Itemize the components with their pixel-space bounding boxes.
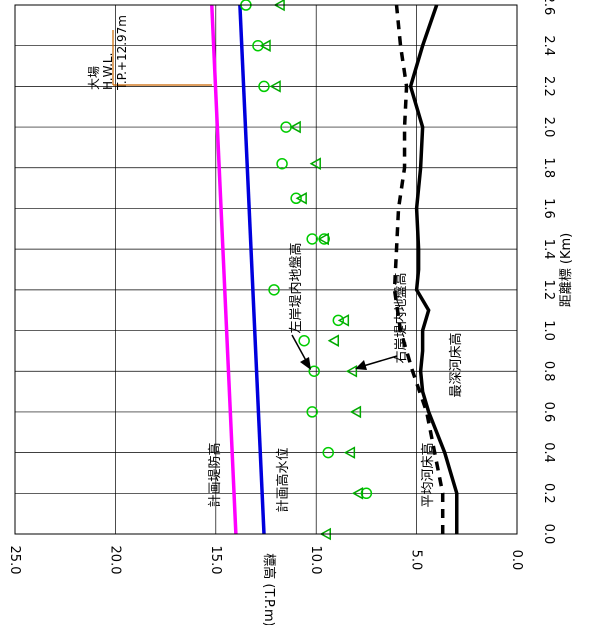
axis-ticks: 0.0 0.2 0.4 0.6 0.8 1.0 1.2 1.4 1.6 1.8 2.0 2.2 2.4 2…: [7, 0, 556, 574]
y-tick-label: 0.0: [509, 550, 524, 571]
y-tick-label: 20.0: [107, 546, 122, 575]
arrow-right-bank: [359, 355, 398, 368]
point-left-bank-ground: [360, 487, 373, 500]
point-left-bank-ground: [268, 284, 280, 296]
point-left-bank-ground: [252, 39, 264, 52]
point-left-bank-ground: [332, 314, 345, 327]
point-right-bank-ground: [343, 446, 356, 459]
point-left-bank-ground: [308, 365, 320, 377]
point-left-bank-ground: [306, 406, 318, 418]
x-tick-label: 0.4: [541, 442, 556, 463]
point-right-bank-ground: [259, 39, 271, 52]
label-planned-high-water-level: 計画高水位: [275, 447, 291, 512]
plot-area-border: [14, 4, 518, 535]
label-deepest-riverbed: 最深河床高: [448, 332, 464, 397]
point-right-bank-ground: [327, 334, 340, 347]
hwl-label: H.W.L.: [101, 53, 115, 90]
label-right-bank-ground: 右岸堤内地盤高: [393, 272, 409, 363]
line-deepest-riverbed: [408, 4, 459, 534]
series-right-bank-ground: [259, 0, 364, 541]
series-labels: 計画堤防高 計画高水位 左岸堤内地盤高 右岸堤内地盤高 最深河床高 平均河床高: [207, 242, 464, 512]
point-right-bank-ground: [345, 364, 358, 378]
line-planned-high-water-level: [238, 4, 266, 535]
x-tick-label: 0.2: [541, 483, 556, 504]
arrow-right-bank-head: [355, 360, 367, 370]
x-tick-label: 2.6: [541, 0, 556, 15]
x-tick-label: 2.2: [541, 76, 556, 97]
series-planned-high-water-level: [238, 4, 266, 535]
point-left-bank-ground: [290, 192, 302, 205]
x-tick-label: 2.0: [541, 117, 556, 138]
line-planned-levee-height: [210, 4, 238, 535]
point-right-bank-ground: [295, 192, 307, 205]
label-left-bank-ground: 左岸堤内地盤高: [288, 242, 304, 333]
x-axis-label: 距離標 (Km): [559, 233, 574, 307]
x-tick-label: 0.8: [541, 361, 556, 382]
arrow-left-bank-head: [300, 357, 311, 370]
y-axis-label: 標高 (T.P.m): [261, 553, 277, 625]
series-deepest-riverbed: [408, 4, 459, 534]
x-tick-label: 1.8: [541, 157, 556, 178]
x-tick-label: 1.2: [541, 280, 556, 301]
series-planned-levee-height: [210, 4, 238, 535]
x-tick-label: 1.6: [541, 198, 556, 219]
hwl-annotation: 大場 H.W.L. T.P.+12.97m: [87, 15, 212, 91]
plot-frame: [14, 4, 518, 535]
x-tick-label: 0.0: [541, 524, 556, 545]
x-tick-label: 2.4: [541, 35, 556, 56]
point-left-bank-ground: [298, 334, 310, 347]
point-right-bank-ground: [317, 232, 329, 246]
x-tick-label: 1.4: [541, 239, 556, 260]
hwl-place-name: 大場: [87, 66, 101, 90]
x-tick-label: 0.6: [541, 402, 556, 423]
y-tick-label: 25.0: [7, 546, 22, 575]
point-right-bank-ground: [269, 80, 281, 93]
y-tick-label: 10.0: [308, 546, 323, 575]
point-right-bank-ground: [349, 405, 362, 419]
label-average-riverbed: 平均河床高: [420, 442, 436, 507]
point-left-bank-ground: [258, 80, 270, 93]
point-left-bank-ground: [276, 157, 288, 170]
point-right-bank-ground: [337, 314, 350, 327]
y-tick-label: 5.0: [409, 550, 424, 571]
hwl-value: T.P.+12.97m: [115, 15, 129, 91]
point-right-bank-ground: [351, 487, 364, 500]
x-tick-label: 1.0: [541, 320, 556, 341]
plot-series: [210, 0, 459, 541]
y-tick-label: 15.0: [208, 546, 223, 575]
point-right-bank-ground: [309, 157, 321, 170]
label-planned-levee-height: 計画堤防高: [207, 442, 223, 507]
point-left-bank-ground: [322, 446, 334, 459]
point-left-bank-ground: [306, 233, 318, 245]
point-right-bank-ground: [289, 120, 301, 134]
